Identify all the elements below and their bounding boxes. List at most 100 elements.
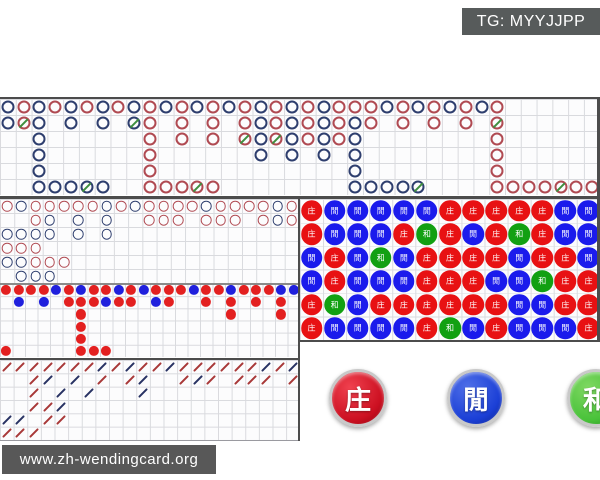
road-cell-player: [188, 284, 199, 296]
road-cell-banker: [427, 100, 441, 114]
road-cell-player: [73, 214, 84, 226]
road-cell-banker: [201, 284, 212, 296]
divider: [597, 97, 600, 342]
road-cell-banker: [206, 100, 220, 114]
road-cell-player: [32, 100, 46, 114]
road-cell-banker: [16, 242, 27, 254]
road-cell-banker: [286, 214, 298, 226]
bead-cell-tie: 和: [416, 223, 438, 245]
bead-cell-label: 庄: [469, 276, 478, 286]
bead-cell-banker: 庄: [485, 223, 507, 245]
bead-cell-banker: 庄: [577, 270, 600, 292]
bead-cell-label: 閒: [399, 205, 408, 215]
road-cell-banker: [73, 200, 84, 212]
bead-cell-label: 閒: [469, 323, 478, 333]
road-cell-banker: [1, 345, 12, 356]
bead-cell-label: 閒: [353, 299, 362, 309]
bead-cell-label: 閒: [515, 323, 524, 333]
bead-cell-player: 閒: [393, 200, 415, 222]
bead-cell-label: 閒: [515, 299, 524, 309]
road-cell-banker: [243, 200, 255, 212]
bead-cell-player: 閒: [508, 317, 530, 339]
road-cell-banker: [76, 309, 87, 320]
road-cell-banker: [226, 297, 237, 308]
bead-cell-label: 庄: [538, 205, 547, 215]
road-cell-banker: [144, 214, 155, 226]
bead-cell-label: 閒: [561, 205, 570, 215]
road-cell-player: [44, 270, 56, 282]
road-cell-banker: [143, 100, 157, 114]
road-cell-banker: [490, 116, 504, 130]
road-cell-player: [443, 100, 457, 114]
road-cell-banker: [348, 100, 362, 114]
road-cell-player: [192, 375, 203, 385]
road-cell-banker: [233, 361, 244, 372]
bead-cell-player: 閒: [346, 294, 369, 316]
road-cell-banker: [172, 200, 184, 212]
road-cell-player: [16, 256, 27, 268]
bead-cell-banker: 庄: [577, 294, 600, 316]
road-cell-player: [285, 116, 299, 130]
bead-cell-label: 閒: [353, 252, 362, 262]
road-cell-banker: [364, 100, 378, 114]
road-cell-banker: [172, 214, 184, 226]
road-cell-player: [38, 297, 49, 308]
bead-cell-label: 庄: [584, 299, 593, 309]
road-cell-player: [30, 270, 41, 282]
bead-cell-label: 閒: [353, 205, 362, 215]
bead-cell-player: 閒: [554, 200, 577, 222]
road-cell-player: [285, 148, 299, 162]
road-cell-banker: [38, 284, 49, 296]
road-cell-player: [380, 100, 394, 114]
bead-cell-label: 閒: [422, 205, 431, 215]
bead-cell-label: 庄: [446, 252, 454, 262]
road-cell-banker: [269, 116, 283, 130]
bead-cell-label: 閒: [492, 276, 501, 286]
divider: [0, 283, 300, 285]
bead-cell-player: 閒: [554, 317, 577, 339]
road-cell-banker: [175, 180, 189, 194]
bead-cell-banker: 庄: [416, 294, 438, 316]
divider: [0, 357, 300, 360]
bead-cell-label: 庄: [492, 229, 501, 239]
bead-cell-label: 閒: [561, 323, 570, 333]
bead-cell-banker: 庄: [462, 294, 484, 316]
tie-bet-button[interactable]: 和: [567, 369, 600, 427]
road-cell-banker: [269, 100, 283, 114]
road-cell-player: [101, 214, 113, 226]
road-cell-banker: [58, 256, 70, 268]
bead-cell-label: 閒: [538, 299, 547, 309]
bead-cell-label: 閒: [376, 276, 385, 286]
road-cell-banker: [206, 132, 220, 146]
road-cell-banker: [29, 401, 40, 412]
bead-cell-player: 閒: [577, 223, 600, 245]
bead-cell-banker: 庄: [300, 317, 323, 339]
road-cell-banker: [396, 100, 410, 114]
road-cell-player: [317, 116, 331, 130]
road-cell-banker: [301, 100, 315, 114]
bead-cell-label: 庄: [376, 299, 385, 309]
road-cell-player: [101, 297, 112, 308]
bead-cell-label: 庄: [307, 229, 316, 239]
bead-cell-player: 閒: [323, 317, 346, 339]
bead-cell-label: 和: [446, 323, 454, 333]
site-badge: www.zh-wendingcard.org: [2, 445, 216, 474]
road-cell-banker: [206, 180, 220, 194]
road-cell-banker: [97, 375, 108, 385]
road-cell-banker: [554, 180, 567, 194]
bead-cell-label: 庄: [469, 252, 478, 262]
road-cell-player: [201, 200, 212, 212]
road-cell-banker: [206, 375, 217, 385]
banker-bet-button[interactable]: 庄: [329, 369, 387, 427]
road-cell-player: [101, 228, 113, 240]
bead-cell-label: 閒: [353, 323, 362, 333]
road-cell-banker: [490, 164, 504, 178]
road-cell-banker: [158, 200, 170, 212]
road-cell-banker: [15, 428, 26, 439]
road-cell-player: [411, 180, 425, 194]
bead-cell-label: 閒: [538, 323, 547, 333]
player-bet-button[interactable]: 閒: [447, 369, 505, 427]
bead-cell-label: 庄: [584, 323, 593, 333]
road-cell-banker: [110, 361, 121, 372]
road-cell-banker: [263, 284, 274, 296]
